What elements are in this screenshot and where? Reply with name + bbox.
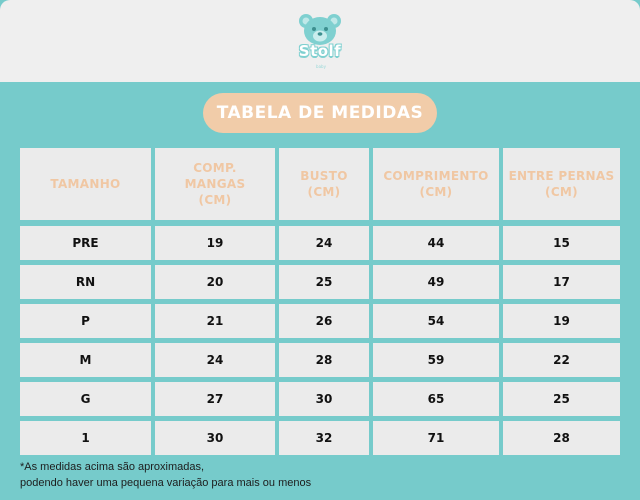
cell-entre-pernas: 19 bbox=[503, 304, 620, 338]
footnote-line: *As medidas acima são aproximadas, bbox=[20, 461, 205, 473]
footnote: *As medidas acima são aproximadas, poden… bbox=[20, 459, 620, 491]
cell-tamanho: M bbox=[20, 343, 151, 377]
header-text: COMPRIMENTO bbox=[383, 169, 489, 183]
header-text: BUSTO bbox=[300, 169, 348, 183]
cell-tamanho: P bbox=[20, 304, 151, 338]
cell-busto: 30 bbox=[279, 382, 369, 416]
header-text: (CM) bbox=[198, 193, 232, 207]
cell-busto: 25 bbox=[279, 265, 369, 299]
cell-comprimento: 54 bbox=[373, 304, 499, 338]
cell-comprimento: 59 bbox=[373, 343, 499, 377]
brand-tagline: baby bbox=[316, 64, 326, 69]
header-text: (CM) bbox=[307, 185, 341, 199]
cell-tamanho: G bbox=[20, 382, 151, 416]
cell-tamanho: RN bbox=[20, 265, 151, 299]
cell-comp-mangas: 27 bbox=[155, 382, 275, 416]
header-entre-pernas: ENTRE PERNAS (CM) bbox=[503, 148, 620, 220]
cell-busto: 26 bbox=[279, 304, 369, 338]
cell-entre-pernas: 25 bbox=[503, 382, 620, 416]
cell-tamanho: 1 bbox=[20, 421, 151, 455]
header-busto: BUSTO (CM) bbox=[279, 148, 369, 220]
header-text: COMP. bbox=[193, 161, 237, 175]
header-text: MANGAS bbox=[184, 177, 246, 191]
cell-comprimento: 44 bbox=[373, 226, 499, 260]
cell-comp-mangas: 21 bbox=[155, 304, 275, 338]
cell-comp-mangas: 20 bbox=[155, 265, 275, 299]
cell-busto: 28 bbox=[279, 343, 369, 377]
teddy-bear-icon bbox=[299, 14, 341, 45]
cell-comprimento: 65 bbox=[373, 382, 499, 416]
header-text: (CM) bbox=[545, 185, 578, 199]
cell-entre-pernas: 15 bbox=[503, 226, 620, 260]
cell-comp-mangas: 30 bbox=[155, 421, 275, 455]
footnote-line: podendo haver uma pequena variação para … bbox=[20, 477, 312, 489]
page-title: TABELA DE MEDIDAS bbox=[203, 93, 437, 133]
cell-comp-mangas: 24 bbox=[155, 343, 275, 377]
cell-entre-pernas: 22 bbox=[503, 343, 620, 377]
cell-comprimento: 71 bbox=[373, 421, 499, 455]
cell-busto: 24 bbox=[279, 226, 369, 260]
cell-comprimento: 49 bbox=[373, 265, 499, 299]
header-text: (CM) bbox=[419, 185, 453, 199]
cell-busto: 32 bbox=[279, 421, 369, 455]
header-text: TAMANHO bbox=[50, 177, 121, 191]
header-comprimento: COMPRIMENTO (CM) bbox=[373, 148, 499, 220]
cell-comp-mangas: 19 bbox=[155, 226, 275, 260]
cell-tamanho: PRE bbox=[20, 226, 151, 260]
cell-entre-pernas: 28 bbox=[503, 421, 620, 455]
cell-entre-pernas: 17 bbox=[503, 265, 620, 299]
header-comp-mangas: COMP. MANGAS (CM) bbox=[155, 148, 275, 220]
header-tamanho: TAMANHO bbox=[20, 148, 151, 220]
brand-logo: Stolf baby bbox=[292, 12, 348, 74]
brand-name: Stolf bbox=[298, 42, 342, 60]
header-text: ENTRE PERNAS bbox=[508, 169, 615, 183]
